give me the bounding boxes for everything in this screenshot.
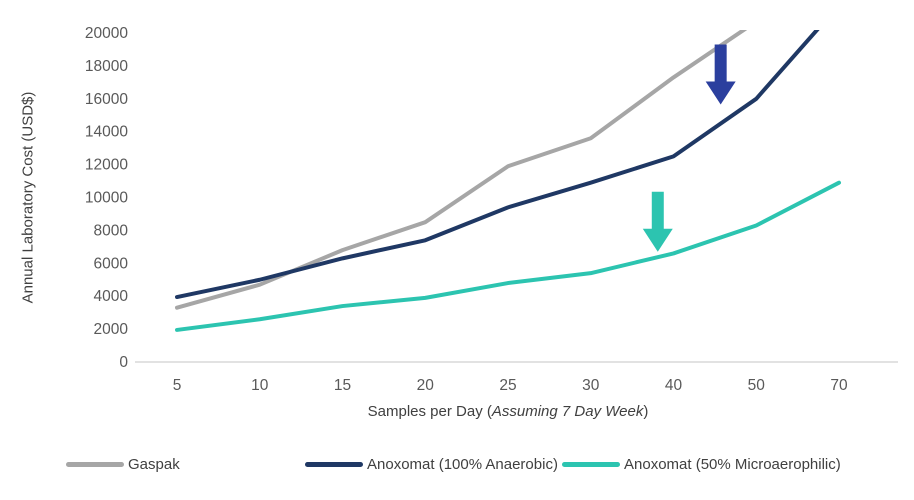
y-tick-label: 6000 [94,255,129,272]
annotation-arrow-navy [705,44,736,105]
y-tick-label: 8000 [94,222,129,239]
legend-item-anoxomat-50-microaerophilic: Anoxomat (50% Microaerophilic) [562,455,841,473]
x-axis-title-italic: Assuming 7 Day Week [491,403,644,420]
annotation-arrow-teal [642,191,673,252]
x-axis-title-close: ) [643,403,649,420]
series-line-gaspak [175,30,748,310]
x-tick-label: 25 [499,377,516,394]
y-tick-label: 4000 [94,288,129,305]
legend-swatch-gaspak [66,461,124,467]
y-tick-label: 16000 [85,91,128,108]
y-tick-label: 10000 [85,190,128,207]
y-tick-label: 18000 [85,58,128,75]
x-tick-label: 15 [334,377,351,394]
x-axis-title: Samples per Day (Assuming 7 Day Week) [177,403,839,420]
series-line-anoxomat-100-anaerobic [175,30,820,300]
x-tick-label: 70 [830,377,848,394]
x-axis-title-text: Samples per Day ( [367,403,492,420]
y-tick-label: 20000 [85,25,128,42]
x-tick-label: 10 [251,377,269,394]
plot-area: 0 2000 4000 6000 8000 10000 12000 14000 16000 180… [85,25,898,394]
x-tick-label: 50 [748,377,766,394]
legend-label-anoxomat-50-microaerophilic: Anoxomat (50% Microaerophilic) [624,455,841,473]
x-tick-label: 30 [582,377,600,394]
legend-label-gaspak: Gaspak [128,455,180,473]
x-tick-label: 5 [173,377,182,394]
legend-label-anoxomat-100-anaerobic: Anoxomat (100% Anaerobic) [367,455,558,473]
x-tick-label: 40 [665,377,683,394]
legend-item-gaspak: Gaspak [66,455,180,473]
legend: Gaspak Anoxomat (100% Anaerobic) Anoxomat … [0,455,914,479]
series-line-anoxomat-50-microaerophilic [175,180,841,332]
y-tick-label: 12000 [85,157,128,174]
legend-item-anoxomat-100-anaerobic: Anoxomat (100% Anaerobic) [305,455,558,473]
y-tick-label: 0 [119,354,128,371]
legend-swatch-anoxomat-50-microaerophilic [562,461,620,467]
legend-swatch-anoxomat-100-anaerobic [305,461,363,467]
x-tick-label: 20 [417,377,435,394]
y-tick-label: 14000 [85,124,128,141]
y-tick-label: 2000 [94,321,129,338]
